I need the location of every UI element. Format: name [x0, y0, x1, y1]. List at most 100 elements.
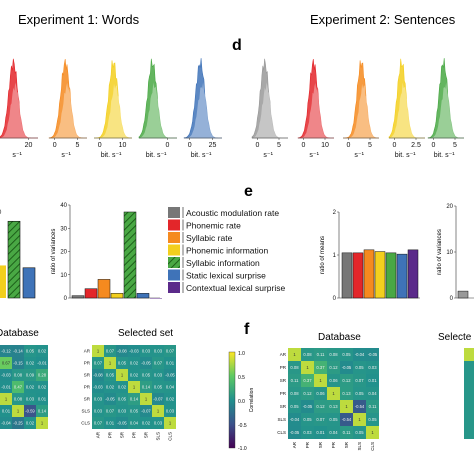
heatmap-exp2-database-cell — [314, 361, 327, 374]
heatmap-exp1-selected-cell — [116, 405, 128, 417]
heatmap-exp1-selected-cell-label: -0.05 — [105, 397, 115, 402]
distribution-tick-label-exp2-0: 5 — [277, 142, 281, 149]
heatmap-exp1-selected-cell-label: 0.03 — [94, 397, 103, 402]
heatmap-exp1-database-cell — [24, 345, 36, 357]
heatmap-exp1-selected-row-label: CLS — [81, 421, 90, 426]
heatmap-exp1-selected-cell — [140, 381, 152, 393]
heatmap-exp1-database-cell — [36, 345, 48, 357]
heatmap-exp1-selected-cell — [140, 345, 152, 357]
heatmap-exp1-database-cell-label: -0.14 — [13, 349, 23, 354]
heatmap-exp1-database-cell — [24, 381, 36, 393]
heatmap-exp2-database-cell-label: -0.05 — [290, 430, 300, 435]
heatmap-exp2-selected-partial-diag — [464, 348, 474, 361]
colorbar-gradient — [228, 351, 236, 449]
heatmap-exp2-database-cell — [288, 426, 301, 439]
panel-label-e: e — [244, 183, 253, 200]
heatmap-exp1-database-cell-label: -0.15 — [13, 361, 23, 366]
heatmap-exp1-database-cell-label: -0.12 — [1, 349, 11, 354]
heatmap-exp1-selected-cell — [92, 357, 104, 369]
heatmap-exp2-database-cell-label: 0.05 — [342, 352, 351, 357]
distribution-overlay-exp2-4 — [428, 82, 466, 138]
legend-swatch — [168, 269, 180, 281]
heatmap-exp1-selected-cell-label: -0.05 — [165, 373, 175, 378]
heatmap-exp2-database-cell-label: 0.12 — [329, 365, 338, 370]
heatmap-exp1-database-cell — [12, 405, 24, 417]
heatmap-exp2-database-cell-label: 0.05 — [368, 417, 377, 422]
distribution-overlay-exp2-3 — [389, 82, 427, 138]
distribution-xlabel-exp2-0: s⁻¹ — [263, 152, 273, 159]
legend-swatch — [168, 219, 180, 231]
heatmap-exp1-selected-cell-label: 0.04 — [166, 385, 175, 390]
distribution-xlabel-exp1-4: bit. s⁻¹ — [191, 152, 212, 159]
heatmap-exp2-database-row-label: AR — [280, 352, 287, 357]
heatmap-exp2-database-cell-label: 1 — [345, 404, 348, 409]
heatmap-exp2-database-cell — [353, 374, 366, 387]
heatmap-exp2-database-cell — [366, 400, 379, 413]
heatmap-exp2-database-cell — [288, 400, 301, 413]
heatmap-exp2-database-cell — [366, 413, 379, 426]
heatmap-exp1-database-cell — [12, 393, 24, 405]
heatmap-exp1-selected-cell — [152, 345, 164, 357]
heatmap-exp1-selected-cell-label: 0.07 — [166, 349, 175, 354]
heatmap-exp2-selected-partial — [464, 348, 474, 439]
heatmap-exp2-database-cell — [301, 374, 314, 387]
heatmap-exp1-database-cell-label: 0.05 — [26, 349, 35, 354]
heatmap-exp1-database-cell-label: 1 — [41, 421, 44, 426]
heatmap-exp2-database-cell — [314, 413, 327, 426]
distribution-tick-label-exp2-4: 0 — [431, 142, 435, 149]
bar-exp2-means-5 — [396, 253, 408, 299]
exp2-variance-tick-label: 10 — [446, 250, 453, 256]
heatmap-exp2-database-cell-label: 0.03 — [303, 430, 312, 435]
heatmap-exp1-selected-cell — [164, 381, 176, 393]
heatmap-exp1-selected-cell — [152, 417, 164, 429]
heatmap-exp1-selected-cell-label: 1 — [133, 385, 136, 390]
heatmap-exp1-selected-cell — [164, 393, 176, 405]
bar-exp1-partial-blue — [22, 267, 36, 299]
heatmap-exp1-database-cell — [12, 357, 24, 369]
heatmap-exp2-database-cell — [327, 387, 340, 400]
distribution-overlay-exp2-2 — [343, 83, 381, 138]
bar-exp1-variance-0 — [71, 295, 85, 299]
distribution-xlabel-exp2-2: s⁻¹ — [354, 152, 364, 159]
heatmap-exp1-selected-col-label: SR — [120, 431, 125, 438]
heatmap-exp1-selected-col-label: AR — [96, 431, 101, 438]
heatmap-exp1-selected-cell-label: -0.07 — [153, 397, 163, 402]
heatmap-exp1-selected-cell — [104, 357, 116, 369]
heatmap-exp1-selected-cell-label: 0.03 — [118, 409, 127, 414]
heatmap-exp2-database-cell — [314, 387, 327, 400]
heatmap-exp1-selected-cell-label: 0.01 — [166, 361, 175, 366]
distribution-overlay-exp1-3 — [139, 82, 179, 138]
heatmap-exp2-database-col-label: PR — [331, 441, 336, 448]
exp2-means-tick-label: 1 — [333, 253, 337, 259]
heatmap-exp1-database-cell-label: 0.08 — [14, 373, 23, 378]
exp2-variance-tick-label: 20 — [446, 204, 453, 210]
heatmap-exp2-database-cell — [288, 361, 301, 374]
heatmap-exp1-selected-cell — [152, 393, 164, 405]
heatmap-exp1-selected-cell-label: 0.07 — [106, 409, 115, 414]
heatmap-exp2-database-cell-label: 0.12 — [342, 378, 351, 383]
heatmap-exp1-selected-cell-label: -0.08 — [93, 373, 103, 378]
heatmap-exp1-database-cell-label: 0.14 — [38, 409, 47, 414]
heatmap-exp1-database-cell-label: 1 — [17, 409, 20, 414]
heatmap-exp1-selected-cell-label: 1 — [169, 421, 172, 426]
distribution-xlabel-exp1-2: bit. s⁻¹ — [101, 152, 122, 159]
legend-swatch — [168, 244, 180, 256]
heatmap-exp2-database-cell-label: 0.11 — [343, 430, 352, 435]
heatmap-exp1-database-cell-label: 0.02 — [26, 361, 35, 366]
heatmap-exp1-selected-cell-label: 0.01 — [106, 421, 115, 426]
heatmap-exp2-database-cell-label: 0.07 — [316, 417, 325, 422]
heatmap-exp2-database-cell-label: 1 — [293, 352, 296, 357]
heatmap-exp2-database-cell-label: 1 — [332, 391, 335, 396]
heatmap-exp1-database-cell — [36, 405, 48, 417]
heatmap-exp2-database-cell-label: -0.05 — [342, 365, 352, 370]
heatmap-exp1-database-cell-label: -0.59 — [25, 409, 35, 414]
heatmap-title-database-left: Database — [0, 328, 39, 339]
bar-exp2-means-3 — [374, 251, 386, 299]
heatmap-exp2-database-cell-label: 0.07 — [355, 378, 364, 383]
heatmap-exp2-database-col-label: AR — [292, 441, 297, 448]
heatmap-exp2-database-cell-label: -0.04 — [355, 352, 365, 357]
bar-exp2-variance-0 — [457, 290, 469, 299]
heatmap-exp1-selected-cell-label: 0.05 — [154, 385, 163, 390]
distribution-tick-label-exp2-2: 0 — [346, 142, 350, 149]
heatmap-exp2-database-col-label: SR — [344, 441, 349, 448]
